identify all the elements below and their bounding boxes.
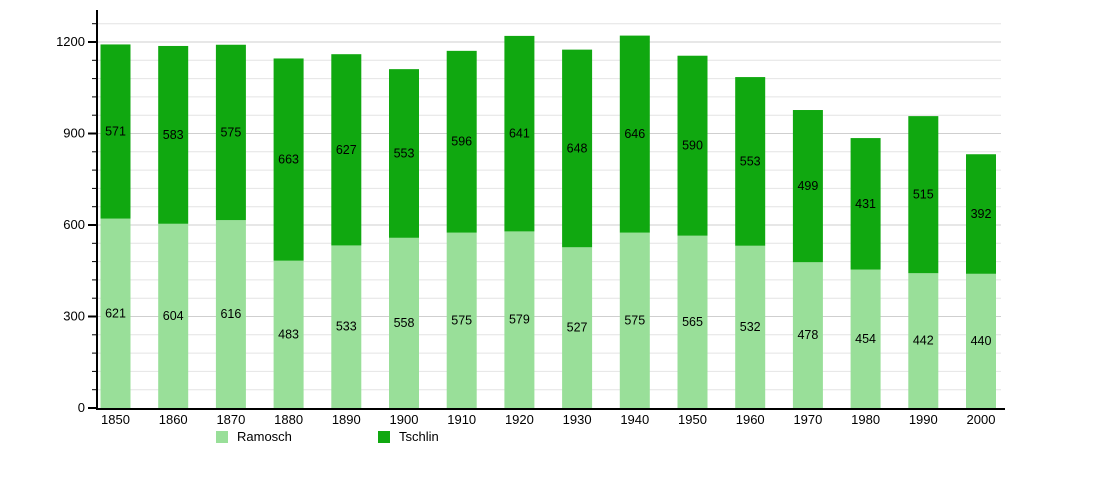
- bar-ramosch-1900: [389, 237, 419, 408]
- bar-tschlin-1860: [158, 45, 189, 224]
- x-tick-label-1880: 1880: [274, 412, 303, 427]
- bar-label-tschlin-1920: 641: [509, 127, 530, 141]
- bar-label-tschlin-1960: 553: [740, 154, 761, 168]
- x-tick-label-1930: 1930: [563, 412, 592, 427]
- bar-ramosch-1930: [562, 247, 593, 408]
- bar-label-tschlin-1970: 499: [797, 179, 818, 193]
- bar-ramosch-1940: [619, 232, 650, 408]
- bar-label-tschlin-1910: 596: [451, 135, 472, 149]
- bar-tschlin-1970: [792, 110, 823, 263]
- bar-tschlin-1990: [908, 116, 939, 274]
- y-tick-label-900: 900: [63, 126, 85, 141]
- bar-label-ramosch-1900: 558: [394, 316, 415, 330]
- x-tick-label-1920: 1920: [505, 412, 534, 427]
- x-tick-label-1980: 1980: [851, 412, 880, 427]
- bar-label-ramosch-1960: 532: [740, 320, 761, 334]
- bar-label-ramosch-1950: 565: [682, 315, 703, 329]
- x-tick-label-1970: 1970: [793, 412, 822, 427]
- bar-ramosch-1890: [331, 245, 362, 408]
- bar-tschlin-1960: [735, 77, 766, 246]
- x-tick-label-1940: 1940: [620, 412, 649, 427]
- x-tick-label-2000: 2000: [967, 412, 996, 427]
- bar-label-ramosch-1990: 442: [913, 334, 934, 348]
- bar-tschlin-1880: [273, 58, 304, 261]
- bar-tschlin-1950: [677, 55, 708, 236]
- y-tick-label-0: 0: [78, 400, 85, 415]
- bar-label-ramosch-1880: 483: [278, 327, 299, 341]
- x-tick-label-1870: 1870: [216, 412, 245, 427]
- legend-item-tschlin: Tschlin: [378, 429, 439, 445]
- bar-label-tschlin-2000: 392: [971, 207, 992, 221]
- bar-label-ramosch-1940: 575: [624, 313, 645, 327]
- bar-tschlin-1890: [331, 54, 362, 246]
- x-tick-label-1960: 1960: [736, 412, 765, 427]
- legend-label-tschlin: Tschlin: [399, 429, 439, 444]
- bar-tschlin-1850: [100, 44, 131, 219]
- bar-label-ramosch-1970: 478: [797, 328, 818, 342]
- bar-tschlin-1900: [389, 69, 419, 238]
- bar-label-tschlin-1930: 648: [567, 141, 588, 155]
- bar-label-ramosch-2000: 440: [971, 334, 992, 348]
- x-tick-label-1860: 1860: [159, 412, 188, 427]
- bar-label-ramosch-1980: 454: [855, 332, 876, 346]
- bar-label-ramosch-1910: 575: [451, 313, 472, 327]
- x-tick-label-1990: 1990: [909, 412, 938, 427]
- bar-label-tschlin-1890: 627: [336, 143, 357, 157]
- bar-tschlin-1940: [619, 35, 650, 233]
- bar-label-tschlin-1990: 515: [913, 188, 934, 202]
- bar-label-ramosch-1930: 527: [567, 321, 588, 335]
- bar-label-tschlin-1950: 590: [682, 139, 703, 153]
- bar-label-ramosch-1850: 621: [105, 306, 126, 320]
- x-tick-label-1910: 1910: [447, 412, 476, 427]
- bar-tschlin-1920: [504, 35, 535, 232]
- legend-item-ramosch: Ramosch: [216, 429, 292, 445]
- bar-tschlin-2000: [966, 154, 996, 274]
- bar-ramosch-1980: [850, 269, 881, 408]
- bar-label-tschlin-1850: 571: [105, 125, 126, 139]
- y-tick-label-300: 300: [63, 309, 85, 324]
- legend-label-ramosch: Ramosch: [237, 429, 292, 444]
- legend-swatch-tschlin: [378, 431, 390, 443]
- bar-label-tschlin-1980: 431: [855, 197, 876, 211]
- bar-tschlin-1910: [446, 50, 477, 233]
- bar-tschlin-1980: [850, 138, 881, 270]
- bar-label-ramosch-1860: 604: [163, 309, 184, 323]
- bar-ramosch-1880: [273, 260, 304, 408]
- bar-ramosch-1920: [504, 231, 535, 408]
- bar-ramosch-1990: [908, 273, 939, 408]
- bar-label-ramosch-1920: 579: [509, 313, 530, 327]
- bar-label-tschlin-1880: 663: [278, 153, 299, 167]
- bar-ramosch-1860: [158, 223, 189, 408]
- bar-label-ramosch-1890: 533: [336, 320, 357, 334]
- x-tick-label-1900: 1900: [390, 412, 419, 427]
- bar-ramosch-1970: [792, 262, 823, 408]
- bar-tschlin-1930: [562, 49, 593, 248]
- bar-label-ramosch-1870: 616: [220, 307, 241, 321]
- bar-label-tschlin-1870: 575: [220, 125, 241, 139]
- bar-ramosch-1950: [677, 235, 708, 408]
- bar-ramosch-1850: [100, 218, 131, 408]
- bar-ramosch-1870: [215, 220, 246, 408]
- legend-swatch-ramosch: [216, 431, 228, 443]
- bar-tschlin-1870: [215, 44, 246, 221]
- y-tick-label-1200: 1200: [56, 34, 85, 49]
- bar-ramosch-2000: [966, 273, 996, 408]
- x-tick-label-1950: 1950: [678, 412, 707, 427]
- bar-ramosch-1910: [446, 232, 477, 408]
- x-tick-label-1890: 1890: [332, 412, 361, 427]
- bar-label-tschlin-1900: 553: [394, 146, 415, 160]
- x-tick-label-1850: 1850: [101, 412, 130, 427]
- bar-label-tschlin-1860: 583: [163, 128, 184, 142]
- bar-label-tschlin-1940: 646: [624, 127, 645, 141]
- chart-legend: Ramosch Tschlin: [0, 429, 1100, 449]
- bar-ramosch-1960: [735, 245, 766, 408]
- y-tick-label-600: 600: [63, 217, 85, 232]
